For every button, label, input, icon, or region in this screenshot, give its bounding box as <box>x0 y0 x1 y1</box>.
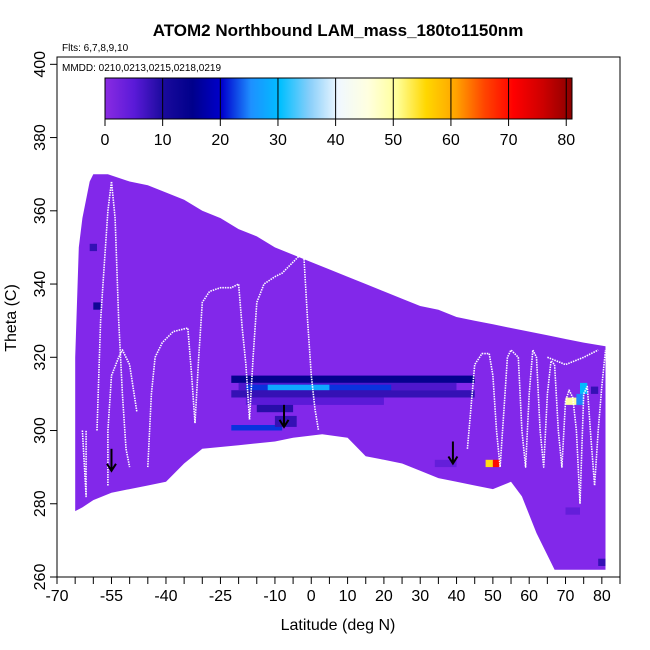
x-tick-label: -10 <box>263 588 286 605</box>
colorbar-tick-label: 0 <box>101 132 110 149</box>
heatmap-cell <box>256 404 294 413</box>
flight-track <box>81 430 87 498</box>
heatmap-cell <box>565 507 580 515</box>
colorbar-tick-label: 20 <box>211 132 229 149</box>
heatmap-cell <box>576 393 584 405</box>
colorbar-gradient <box>104 77 573 120</box>
x-tick-label: -40 <box>154 588 177 605</box>
sampled-region <box>75 174 606 570</box>
heatmap-cell <box>231 425 283 431</box>
colorbar-tick-label: 40 <box>327 132 345 149</box>
colorbar: 0 10 20 30 40 50 60 70 80 <box>101 77 575 149</box>
flight-track <box>248 253 320 431</box>
heatmap-cell <box>492 459 501 468</box>
y-tick-label: 260 <box>32 564 49 591</box>
heatmap-cell <box>580 382 588 394</box>
x-tick-label: 60 <box>520 588 538 605</box>
plot-area <box>75 174 607 570</box>
x-tick-label: 40 <box>448 588 466 605</box>
flight-track <box>147 283 251 468</box>
x-tick-label: 80 <box>593 588 611 605</box>
heatmap-cell <box>274 415 297 427</box>
x-tick-label: 10 <box>339 588 357 605</box>
x-axis: -70 -55 -40 -25 -10 0 10 20 30 40 50 60 70 80 <box>45 577 621 605</box>
heatmap-cell <box>231 390 475 398</box>
arrow-marker <box>106 448 117 473</box>
colorbar-tick-label: 60 <box>442 132 460 149</box>
flight-track <box>96 180 131 468</box>
y-tick-label: 300 <box>32 417 49 444</box>
y-tick-label: 320 <box>32 344 49 371</box>
flight-track <box>466 349 607 505</box>
colorbar-tick-label: 80 <box>557 132 575 149</box>
x-tick-label: -25 <box>209 588 232 605</box>
x-tick-label: -70 <box>45 588 68 605</box>
colorbar-tick-label: 70 <box>500 132 518 149</box>
colorbar-tick-label: 50 <box>384 132 402 149</box>
chart-title: ATOM2 Northbound LAM_mass_180to1150nm <box>153 21 524 40</box>
x-tick-label: 30 <box>411 588 429 605</box>
heatmap-cell <box>267 384 330 392</box>
heatmap-cell <box>485 459 493 468</box>
arrow-marker <box>278 404 290 429</box>
flights-subtitle: Flts: 6,7,8,9,10 <box>62 43 129 54</box>
y-axis: 260 280 300 320 340 360 380 400 <box>32 51 57 590</box>
y-tick-label: 380 <box>32 124 49 151</box>
y-axis-label: Theta (C) <box>3 284 20 352</box>
plot-frame <box>56 56 621 578</box>
y-tick-label: 400 <box>32 51 49 78</box>
x-tick-label: 70 <box>557 588 575 605</box>
x-axis-label: Latitude (deg N) <box>281 617 396 634</box>
dates-subtitle: MMDD: 0210,0213,0215,0218,0219 <box>62 63 221 74</box>
heatmap-cell <box>590 386 599 394</box>
y-tick-label: 360 <box>32 197 49 224</box>
heatmap-cell <box>565 397 577 405</box>
colorbar-tick-label: 30 <box>269 132 287 149</box>
colorbar-tick-label: 10 <box>154 132 172 149</box>
x-tick-label: 20 <box>375 588 393 605</box>
heatmap-cell <box>89 243 97 252</box>
y-tick-label: 280 <box>32 490 49 517</box>
heatmap-cell <box>93 302 101 310</box>
x-tick-label: 50 <box>484 588 502 605</box>
x-tick-label: -55 <box>100 588 123 605</box>
flight-track <box>107 349 138 486</box>
heatmap-cell <box>434 459 457 468</box>
heatmap-cell <box>231 375 475 383</box>
x-tick-label: 0 <box>307 588 316 605</box>
heatmap-cell <box>598 558 606 566</box>
arrow-marker <box>447 441 459 466</box>
y-tick-label: 340 <box>32 271 49 298</box>
